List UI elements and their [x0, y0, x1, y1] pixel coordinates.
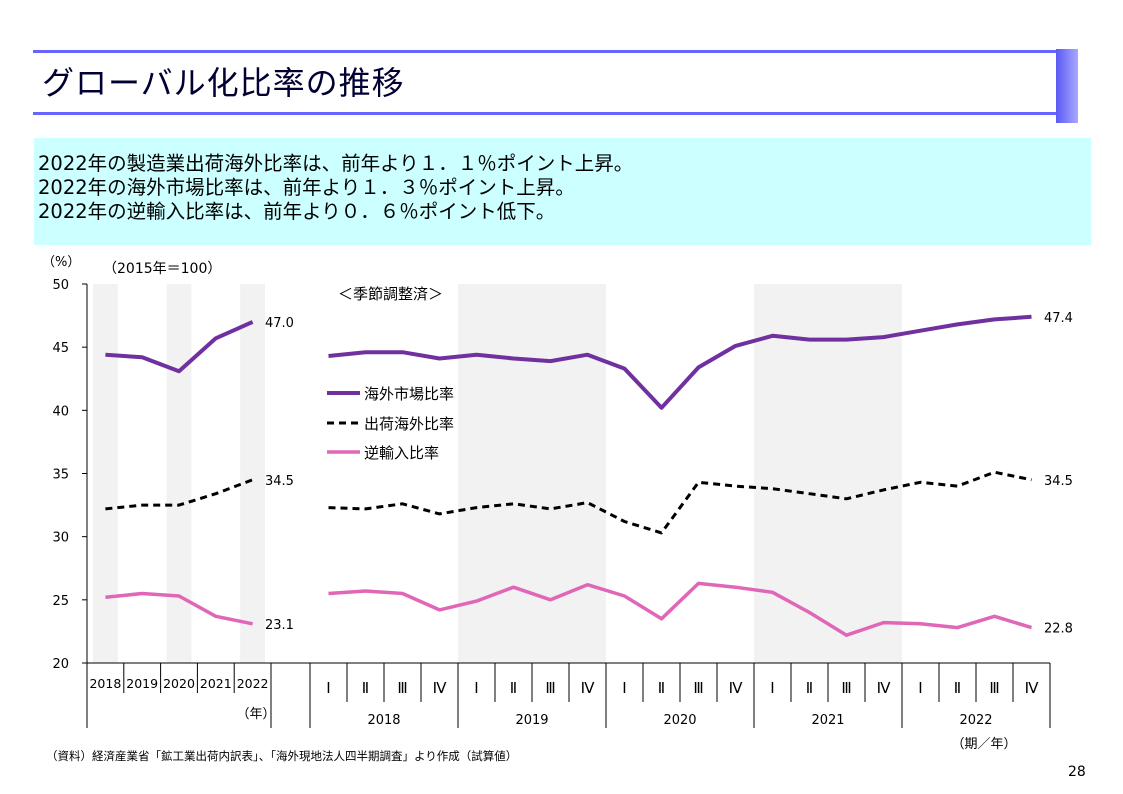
quarterly-end-label-shipment-overseas: 34.5 [1044, 474, 1073, 489]
quarterly-line-reverse-import [328, 581, 1033, 637]
title-rule-top [33, 50, 1058, 53]
x-label-year-2021: 2021 [811, 713, 844, 728]
x-label-annual-2019: 2019 [126, 676, 158, 691]
source-note: （資料）経済産業省「鉱工業出荷内訳表」、「海外現地法人四半期調査」より作成（試算… [46, 749, 517, 763]
annual-end-label-overseas-market: 47.0 [265, 316, 294, 331]
quarter-axis-title: （期／年） [951, 737, 1016, 752]
x-label-quarter-5: Ⅰ [474, 679, 478, 697]
x-label-quarter-16: Ⅳ [877, 679, 891, 697]
x-label-quarter-15: Ⅲ [841, 679, 851, 697]
x-label-quarter-3: Ⅲ [397, 679, 407, 697]
y-tick-label-20: 20 [52, 657, 69, 672]
band-year-2019 [458, 284, 606, 663]
legend-label-reverse-import: 逆輸入比率 [364, 444, 439, 462]
x-label-year-2020: 2020 [663, 713, 696, 728]
x-label-quarter-4: Ⅳ [433, 679, 447, 697]
x-label-quarter-8: Ⅳ [581, 679, 595, 697]
annual-line-overseas-market [105, 320, 254, 374]
page-number: 28 [1068, 764, 1086, 780]
quarterly-end-label-overseas-market: 47.4 [1044, 311, 1073, 326]
legend-label-overseas-market: 海外市場比率 [364, 385, 454, 403]
x-label-quarter-13: Ⅰ [770, 679, 774, 697]
band-year-2021 [754, 284, 902, 663]
y-tick-label-35: 35 [52, 468, 69, 483]
x-label-quarter-2: Ⅱ [362, 679, 369, 697]
x-label-quarter-6: Ⅱ [510, 679, 517, 697]
x-label-quarter-7: Ⅲ [545, 679, 555, 697]
x-label-quarter-19: Ⅲ [989, 679, 999, 697]
x-label-quarter-17: Ⅰ [918, 679, 922, 697]
page-title: グローバル化比率の推移 [42, 64, 405, 102]
x-label-year-2019: 2019 [515, 713, 548, 728]
x-label-annual-2021: 2021 [200, 676, 232, 691]
x-label-year-2018: 2018 [367, 713, 400, 728]
y-tick-label-40: 40 [52, 404, 69, 419]
x-label-annual-2018: 2018 [89, 676, 121, 691]
x-label-year-2022: 2022 [959, 713, 992, 728]
band-annual-2022 [240, 284, 265, 663]
legend-label-shipment-overseas: 出荷海外比率 [364, 415, 454, 433]
annual-axis-title: （年） [236, 707, 275, 722]
title-rule-bottom [33, 112, 1058, 115]
x-label-quarter-10: Ⅱ [658, 679, 665, 697]
annual-line-reverse-import [105, 591, 253, 626]
x-label-quarter-9: Ⅰ [622, 679, 626, 697]
x-label-quarter-14: Ⅱ [806, 679, 813, 697]
base-year-note: （2015年＝100） [103, 261, 221, 277]
annual-end-label-shipment-overseas: 34.5 [265, 474, 294, 489]
band-annual-2018 [93, 284, 118, 663]
annual-line-shipment-overseas [105, 478, 254, 511]
y-tick-label-45: 45 [52, 341, 69, 356]
x-label-quarter-20: Ⅳ [1025, 679, 1039, 697]
x-label-quarter-12: Ⅳ [729, 679, 743, 697]
seasonal-adjust-note: ＜季節調整済＞ [338, 285, 443, 303]
band-annual-2020 [166, 284, 192, 663]
x-label-annual-2020: 2020 [163, 676, 195, 691]
x-label-quarter-18: Ⅱ [954, 679, 961, 697]
y-tick-label-50: 50 [52, 278, 69, 293]
summary-line-shipment: 2022年の製造業出荷海外比率は、前年より１．１％ポイント上昇。 [38, 152, 634, 175]
y-tick-label-30: 30 [52, 531, 69, 546]
annual-end-label-reverse-import: 23.1 [265, 618, 294, 633]
summary-line-market: 2022年の海外市場比率は、前年より１．３％ポイント上昇。 [38, 176, 575, 199]
y-tick-label-25: 25 [52, 594, 69, 609]
quarterly-end-label-reverse-import: 22.8 [1044, 622, 1073, 637]
summary-box: 2022年の製造業出荷海外比率は、前年より１．１％ポイント上昇。 2022年の海… [34, 138, 1091, 245]
title-accent-bar [1056, 49, 1078, 123]
x-label-annual-2022: 2022 [237, 676, 269, 691]
y-unit-label: （%） [42, 255, 80, 270]
x-label-quarter-1: Ⅰ [326, 679, 330, 697]
quarterly-line-overseas-market [328, 314, 1032, 410]
x-label-quarter-11: Ⅲ [693, 679, 703, 697]
quarterly-line-shipment-overseas [328, 470, 1032, 535]
summary-line-reverse-import: 2022年の逆輸入比率は、前年より０．６％ポイント低下。 [38, 200, 556, 223]
